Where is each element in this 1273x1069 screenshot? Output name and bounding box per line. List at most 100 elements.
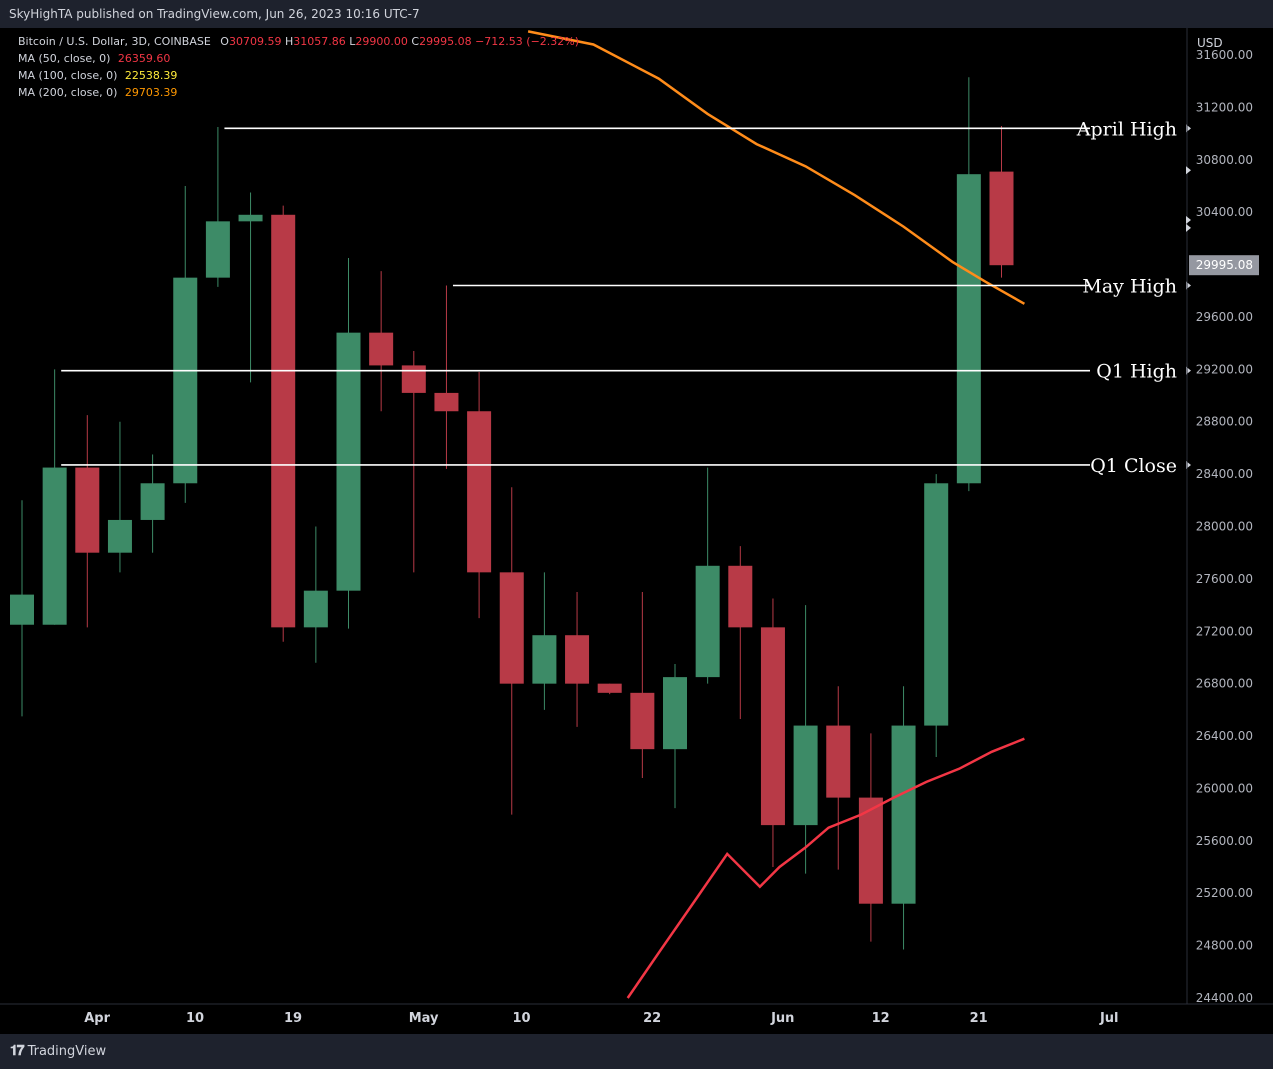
- y-tick-label: 26400.00: [1196, 729, 1253, 743]
- candle: [467, 371, 492, 619]
- ma50-line: [626, 737, 1025, 999]
- candle: [10, 500, 34, 717]
- candle: [107, 421, 132, 573]
- candle-body: [336, 332, 361, 591]
- candle: [597, 683, 622, 695]
- candle: [891, 686, 916, 950]
- candle: [956, 77, 981, 492]
- candle: [303, 526, 328, 663]
- candle-body: [238, 214, 263, 222]
- open-value: 30709.59: [228, 35, 282, 48]
- axis-marker-icon: [1186, 216, 1191, 225]
- candles: [10, 77, 1014, 950]
- candle-body: [532, 635, 557, 684]
- high-label: H: [284, 35, 294, 48]
- candle-body: [695, 565, 720, 678]
- candle: [173, 185, 198, 503]
- candle-body: [956, 174, 981, 484]
- y-tick-labels: USD 24400.00 24800.00 25200.00 25600.00 26000…: [1186, 36, 1259, 1005]
- candle: [140, 454, 165, 553]
- candle-body: [75, 467, 100, 553]
- candle-body: [205, 221, 230, 278]
- ma200-label: MA (200, close, 0): [18, 86, 118, 99]
- open-label: O: [220, 35, 229, 48]
- moving-averages: [527, 30, 1026, 999]
- legend-ma200-row: MA (200, close, 0) 29703.39: [18, 86, 177, 99]
- y-tick-label: 28400.00: [1196, 467, 1253, 481]
- price-axis[interactable]: USD 24400.00 24800.00 25200.00 25600.00 26000…: [0, 28, 1273, 1005]
- candle: [532, 572, 557, 710]
- y-tick-label: 29600.00: [1196, 310, 1253, 324]
- legend-symbol-row: Bitcoin / U.S. Dollar, 3D, COINBASE O307…: [18, 35, 579, 48]
- close-value: 29995.08: [419, 35, 472, 48]
- ma100-label: MA (100, close, 0): [18, 69, 118, 82]
- candle: [728, 546, 753, 720]
- y-tick-label: 26000.00: [1196, 781, 1253, 795]
- candle: [238, 192, 263, 383]
- candle-body: [271, 214, 296, 628]
- candle: [271, 205, 296, 642]
- x-tick-label: Apr: [84, 1011, 110, 1026]
- candle-body: [793, 725, 818, 826]
- y-tick-label: 24800.00: [1196, 939, 1253, 953]
- candle: [760, 598, 785, 868]
- candle-body: [401, 365, 426, 393]
- candle-body: [107, 519, 132, 553]
- x-tick-label: May: [409, 1011, 439, 1026]
- level-label: April High: [1076, 118, 1177, 140]
- ma100-value: 22538.39: [124, 69, 178, 82]
- candle-body: [467, 411, 492, 573]
- candle-body: [760, 627, 785, 826]
- y-tick-label: 29200.00: [1196, 362, 1253, 376]
- last-price-label: 29995.08: [1196, 258, 1253, 272]
- candle-body: [826, 725, 851, 798]
- x-tick-label: Jul: [1099, 1011, 1119, 1026]
- published-info: SkyHighTA published on TradingView.com, …: [9, 7, 420, 21]
- y-tick-label: 31200.00: [1196, 100, 1253, 114]
- candle: [205, 127, 230, 287]
- x-tick-label: 19: [284, 1011, 302, 1026]
- last-price-badge: [1189, 255, 1259, 276]
- low-value: 29900.00: [355, 35, 408, 48]
- y-tick-label: 31600.00: [1196, 48, 1253, 62]
- x-tick-label: 22: [643, 1011, 661, 1026]
- candle-body: [891, 725, 916, 904]
- candle: [663, 664, 687, 809]
- x-tick-label: Jun: [770, 1011, 794, 1026]
- candle: [630, 591, 655, 778]
- high-value: 31057.86: [293, 35, 346, 48]
- candle-body: [369, 332, 394, 366]
- y-tick-label: 28000.00: [1196, 520, 1253, 534]
- legend-ma100-row: MA (100, close, 0) 22538.39: [18, 69, 177, 82]
- x-tick-label: 10: [186, 1011, 204, 1026]
- price-chart[interactable]: April High May High Q1 High Q1 Close USD 244…: [0, 28, 1273, 1034]
- y-tick-label: 24400.00: [1196, 991, 1253, 1005]
- candle-body: [565, 635, 590, 684]
- level-lines: April High May High Q1 High Q1 Close: [61, 118, 1191, 477]
- low-label: L: [349, 35, 356, 48]
- candle: [826, 686, 851, 870]
- level-line: Q1 Close: [61, 455, 1191, 477]
- candle-body: [989, 171, 1014, 266]
- candle-body: [858, 797, 883, 904]
- candle-body: [434, 392, 459, 412]
- candle-body: [10, 594, 34, 625]
- axis-marker-icon: [1186, 166, 1191, 175]
- candle-body: [499, 572, 524, 684]
- candle: [695, 467, 720, 684]
- candle-body: [303, 590, 328, 628]
- candle-body: [140, 483, 165, 520]
- footer-bar: [0, 1034, 1273, 1069]
- currency-label: USD: [1197, 36, 1223, 50]
- candle: [369, 271, 394, 412]
- candle: [434, 285, 459, 469]
- legend-ma50-row: MA (50, close, 0) 26359.60: [18, 52, 170, 65]
- candle: [75, 415, 100, 628]
- level-label: Q1 Close: [1090, 455, 1177, 477]
- y-tick-label: 30800.00: [1196, 153, 1253, 167]
- tradingview-logo-icon: 𝟏𝟕: [10, 1043, 25, 1059]
- tradingview-logo[interactable]: 𝟏𝟕 TradingView: [10, 1043, 106, 1059]
- time-axis[interactable]: Apr 10 19 May 10 22 Jun 12 21 Jul: [84, 1011, 1118, 1026]
- ma50-label: MA (50, close, 0): [18, 52, 111, 65]
- level-line: Q1 High: [61, 361, 1191, 383]
